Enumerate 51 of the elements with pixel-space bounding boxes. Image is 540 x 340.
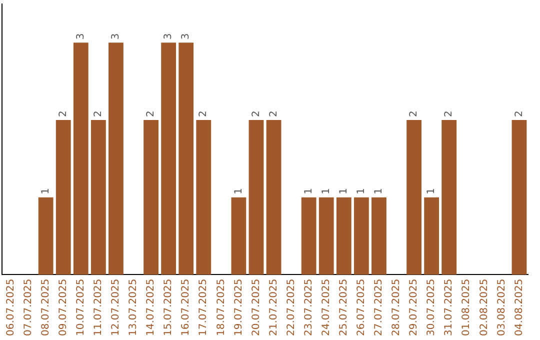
data-label: 1 [338,188,350,194]
x-tick-label: 14.07.2025 [146,278,157,336]
data-label: 2 [146,110,157,118]
x-tick-label: 27.07.2025 [374,278,385,336]
x-tick-label: 12.07.2025 [110,278,122,336]
x-tick-label: 02.08.2025 [478,278,490,336]
x-tick-label: 10.07.2025 [75,278,86,336]
x-tick-label: 22.07.2025 [286,278,297,336]
data-label: 1 [40,188,52,194]
x-tick-label: 07.07.2025 [22,278,34,336]
x-tick-label: 18.07.2025 [216,278,227,336]
x-tick-label: 17.07.2025 [198,278,210,336]
x-tick-label: 13.07.2025 [128,278,140,336]
x-tick-label: 25.07.2025 [338,278,350,336]
x-tick-label: 29.07.2025 [408,278,420,336]
x-tick-label: 04.08.2025 [514,278,525,336]
x-tick-label: 16.07.2025 [180,278,192,336]
x-tick-label: 09.07.2025 [58,278,69,336]
data-label: 3 [75,33,86,40]
data-label: 2 [408,110,420,118]
x-tick-label: 19.07.2025 [233,278,244,336]
x-tick-label: 20.07.2025 [250,278,262,336]
data-label: 3 [180,33,192,40]
data-label: 1 [320,188,332,194]
data-label: 1 [426,188,438,194]
data-label: 2 [58,110,69,118]
data-label: 3 [163,33,174,40]
data-label: 2 [444,110,455,118]
x-tick-label: 11.07.2025 [93,278,104,336]
x-tick-label: 08.07.2025 [40,278,52,336]
data-label: 1 [233,188,244,194]
data-label: 1 [356,188,368,194]
x-tick-label: 06.07.2025 [5,278,16,336]
data-label: 2 [250,110,262,118]
x-tick-label: 30.07.2025 [426,278,438,336]
data-label: 1 [303,188,314,194]
x-tick-label: 03.08.2025 [496,278,508,336]
data-label: 2 [93,110,104,118]
x-tick-label: 01.08.2025 [461,278,472,336]
x-tick-label: 21.07.2025 [268,278,280,336]
x-tick-label: 28.07.2025 [391,278,402,336]
data-label: 2 [198,110,210,118]
data-label: 3 [110,33,122,40]
x-tick-label: 24.07.2025 [320,278,332,336]
x-tick-label: 23.07.2025 [303,278,314,336]
data-label: 2 [268,110,280,118]
data-label: 1 [374,188,385,194]
x-tick-label: 31.07.2025 [444,278,455,336]
x-tick-label: 15.07.2025 [163,278,174,336]
data-label: 2 [514,110,525,118]
x-tick-label: 26.07.2025 [356,278,368,336]
